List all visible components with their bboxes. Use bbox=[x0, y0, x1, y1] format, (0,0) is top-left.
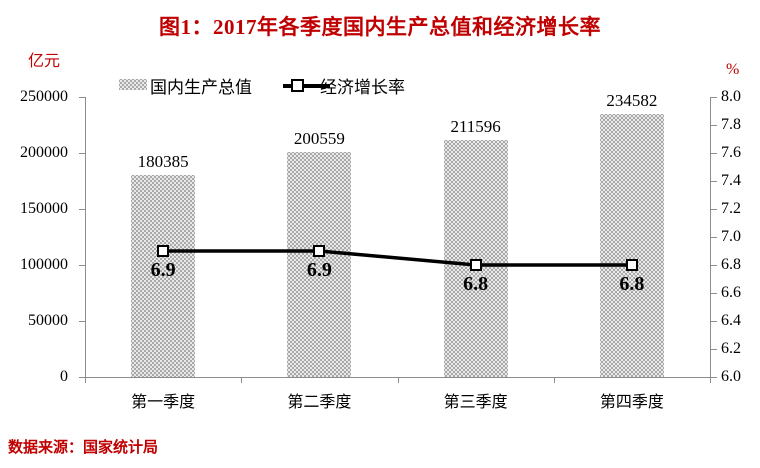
chart-title: 图1：2017年各季度国内生产总值和经济增长率 bbox=[159, 15, 601, 39]
category-label: 第二季度 bbox=[287, 394, 352, 411]
legend-line-label: 经济增长率 bbox=[320, 78, 405, 97]
line-marker bbox=[625, 259, 638, 271]
category-label: 第一季度 bbox=[131, 394, 196, 411]
x-axis-tick bbox=[397, 377, 399, 383]
axis-tick-label-left: 50000 bbox=[28, 312, 68, 329]
bar bbox=[131, 174, 196, 377]
axis-tick-label-right: 6.6 bbox=[721, 284, 741, 301]
legend-bar-label: 国内生产总值 bbox=[150, 78, 252, 97]
x-axis-tick bbox=[241, 377, 243, 383]
axis-tick-label-right: 6.0 bbox=[721, 368, 741, 385]
y-axis-left-tick bbox=[79, 377, 85, 378]
data-source: 数据来源：国家统计局 bbox=[8, 440, 159, 456]
axis-tick-label-left: 150000 bbox=[20, 200, 68, 217]
x-axis-tick bbox=[85, 377, 86, 383]
axis-tick-label-right: 7.4 bbox=[721, 172, 741, 189]
left-axis-unit-label: 亿元 bbox=[28, 53, 61, 70]
axis-tick-label-left: 100000 bbox=[20, 256, 68, 273]
axis-tick-label-right: 8.0 bbox=[721, 88, 741, 105]
line-value-label: 6.9 bbox=[306, 259, 332, 281]
growth-rate-line bbox=[163, 249, 632, 267]
y-axis-left-tick bbox=[79, 97, 85, 98]
y-axis-right-tick bbox=[711, 349, 717, 350]
bar bbox=[287, 152, 352, 377]
axis-tick-label-left: 250000 bbox=[20, 88, 68, 105]
bar-value-label: 200559 bbox=[293, 129, 345, 149]
y-axis-right-tick bbox=[711, 181, 717, 182]
bar bbox=[443, 140, 508, 377]
y-axis-right-tick bbox=[711, 125, 717, 126]
legend-line-swatch-icon bbox=[283, 84, 330, 88]
category-label: 第四季度 bbox=[599, 394, 664, 411]
axis-tick-label-right: 6.4 bbox=[721, 312, 741, 329]
line-value-label: 6.8 bbox=[619, 273, 645, 295]
line-marker bbox=[469, 259, 482, 271]
y-axis-left-tick bbox=[79, 153, 85, 154]
bar bbox=[599, 114, 664, 377]
y-axis-right-tick bbox=[711, 97, 717, 98]
axis-tick-label-right: 7.6 bbox=[721, 144, 741, 161]
line-value-label: 6.8 bbox=[463, 273, 489, 295]
y-axis-right bbox=[710, 97, 711, 378]
y-axis-right-tick bbox=[711, 377, 717, 378]
y-axis-right-tick bbox=[711, 293, 717, 294]
y-axis-left bbox=[85, 97, 86, 378]
x-axis bbox=[85, 377, 717, 378]
x-axis-tick bbox=[553, 377, 555, 383]
axis-tick-label-right: 6.2 bbox=[721, 340, 741, 357]
y-axis-right-tick bbox=[711, 265, 717, 266]
y-axis-left-tick bbox=[79, 209, 85, 210]
axis-tick-label-left: 0 bbox=[60, 368, 68, 385]
right-axis-unit-label: % bbox=[726, 61, 740, 78]
y-axis-right-tick bbox=[711, 237, 717, 238]
axis-tick-label-right: 6.8 bbox=[721, 256, 741, 273]
y-axis-left-tick bbox=[79, 321, 85, 322]
legend-line-marker-icon bbox=[291, 79, 304, 92]
y-axis-right-tick bbox=[711, 209, 717, 210]
axis-tick-label-right: 7.0 bbox=[721, 228, 741, 245]
axis-tick-label-right: 7.8 bbox=[721, 116, 741, 133]
bar-value-label: 211596 bbox=[450, 117, 501, 136]
legend-bar-swatch-icon bbox=[119, 79, 147, 90]
axis-tick-label-right: 7.2 bbox=[721, 200, 741, 217]
y-axis-left-tick bbox=[79, 265, 85, 266]
x-axis-tick bbox=[710, 377, 711, 383]
bar-value-label: 234582 bbox=[606, 91, 658, 111]
line-value-label: 6.9 bbox=[150, 259, 176, 281]
line-marker bbox=[157, 245, 170, 257]
line-marker bbox=[313, 245, 326, 257]
y-axis-right-tick bbox=[711, 321, 717, 322]
bar-value-label: 180385 bbox=[137, 151, 189, 171]
category-label: 第三季度 bbox=[443, 394, 508, 411]
axis-tick-label-left: 200000 bbox=[20, 144, 68, 161]
y-axis-right-tick bbox=[711, 153, 717, 154]
